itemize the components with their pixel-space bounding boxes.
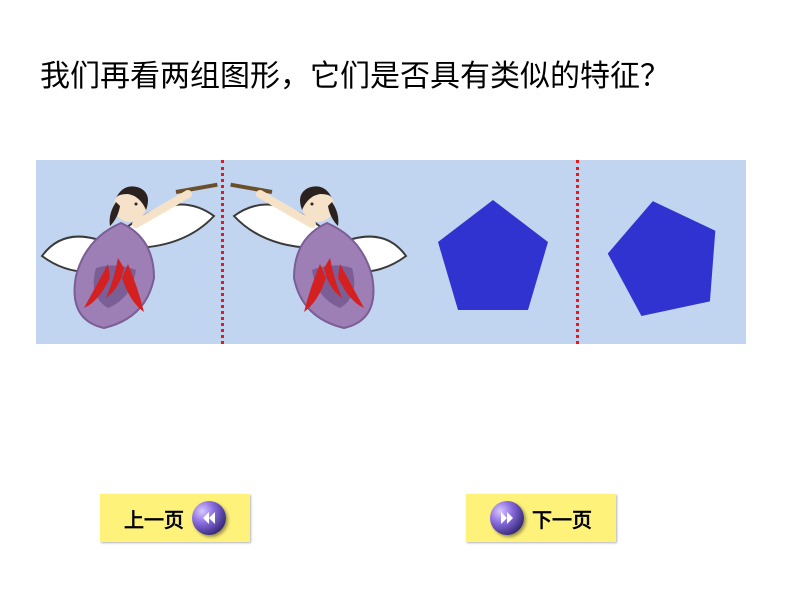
next-page-button[interactable]: 下一页	[466, 494, 616, 542]
fairy-right	[226, 168, 412, 336]
rewind-icon	[192, 501, 226, 535]
fast-forward-icon	[490, 501, 524, 535]
symmetry-axis-2	[576, 160, 579, 344]
fairy-left	[36, 168, 222, 336]
figure-panel	[36, 160, 746, 344]
page-title: 我们再看两组图形，它们是否具有类似的特征？	[40, 54, 754, 99]
pentagon-right	[597, 190, 731, 328]
next-label: 下一页	[532, 504, 592, 533]
symmetry-axis-1	[221, 160, 224, 344]
pentagon-left	[438, 200, 550, 317]
previous-page-button[interactable]: 上一页	[100, 494, 250, 542]
prev-label: 上一页	[124, 504, 184, 533]
